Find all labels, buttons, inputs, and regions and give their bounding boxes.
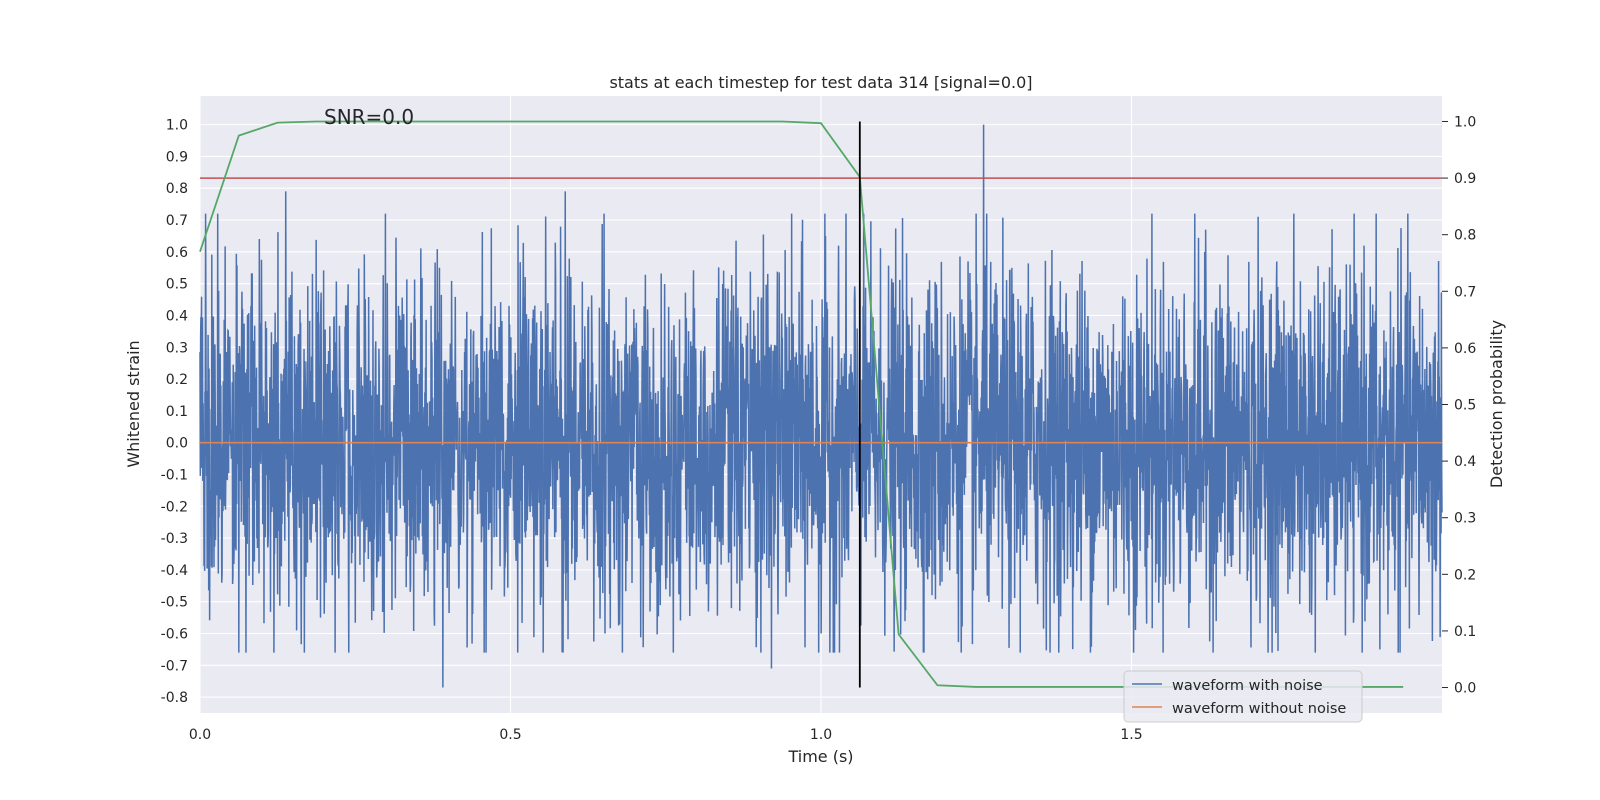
- y-tick-label: -0.4: [161, 563, 188, 579]
- x-tick-label: 1.0: [810, 727, 832, 743]
- x-axis-label: Time (s): [787, 747, 853, 766]
- y-tick-label: -0.2: [161, 499, 188, 515]
- y-tick-label: 1.0: [166, 118, 188, 134]
- legend-label-noise: waveform with noise: [1172, 678, 1323, 694]
- ticks: 1.0 0.9 0.8 0.7 0.6 0.5 0.4 0.3 0.2 0.1 0.0 -0.1 -0.…: [161, 114, 1477, 743]
- y2-tick-label: 0.3: [1454, 511, 1476, 527]
- y2-tick-label: 1.0: [1454, 114, 1476, 130]
- y-tick-label: 0.2: [166, 372, 188, 388]
- y-tick-label: 0.9: [166, 149, 188, 165]
- y2-tick-label: 0.0: [1454, 681, 1476, 697]
- y2-axis-label: Detection probability: [1487, 320, 1506, 488]
- y2-tick-label: 0.8: [1454, 228, 1476, 244]
- legend-label-clean: waveform without noise: [1172, 701, 1346, 717]
- y-tick-label: -0.8: [161, 690, 188, 706]
- y2-tick-label: 0.7: [1454, 284, 1476, 300]
- legend-box: [1123, 670, 1363, 723]
- y-tick-label: -0.6: [161, 626, 188, 642]
- y2-tick-label: 0.9: [1454, 171, 1476, 187]
- y-axis-label: Whitened strain: [124, 340, 143, 467]
- series-detection-probability: [199, 120, 1404, 688]
- y-tick-label: -0.1: [161, 467, 188, 483]
- chart-title: stats at each timestep for test data 314…: [609, 73, 1032, 92]
- x-tick-label: 1.5: [1120, 727, 1142, 743]
- series-layer: [199, 120, 1443, 688]
- snr-annotation: SNR=0.0: [324, 105, 414, 129]
- y-tick-label: -0.3: [161, 531, 188, 547]
- x-tick-label: 0.5: [499, 727, 521, 743]
- y-tick-label: 0.8: [166, 181, 188, 197]
- y2-tick-label: 0.1: [1454, 624, 1476, 640]
- y-tick-label: -0.5: [161, 595, 188, 611]
- y-tick-label: 0.4: [166, 308, 188, 324]
- y-tick-label: -0.7: [161, 658, 188, 674]
- y-tick-label: 0.7: [166, 213, 188, 229]
- y-tick-label: 0.3: [166, 340, 188, 356]
- series-waveform-with-noise: [199, 124, 1443, 688]
- x-tick-label: 0.0: [189, 727, 211, 743]
- y-tick-label: 0.6: [166, 245, 188, 261]
- y2-tick-label: 0.2: [1454, 567, 1476, 583]
- y-tick-label: 0.5: [166, 277, 188, 293]
- legend: waveform with noise waveform without noi…: [1123, 670, 1363, 723]
- y2-tick-label: 0.4: [1454, 454, 1476, 470]
- y2-tick-label: 0.6: [1454, 341, 1476, 357]
- y-tick-label: 0.0: [166, 436, 188, 452]
- y2-tick-label: 0.5: [1454, 398, 1476, 414]
- y-tick-label: 0.1: [166, 404, 188, 420]
